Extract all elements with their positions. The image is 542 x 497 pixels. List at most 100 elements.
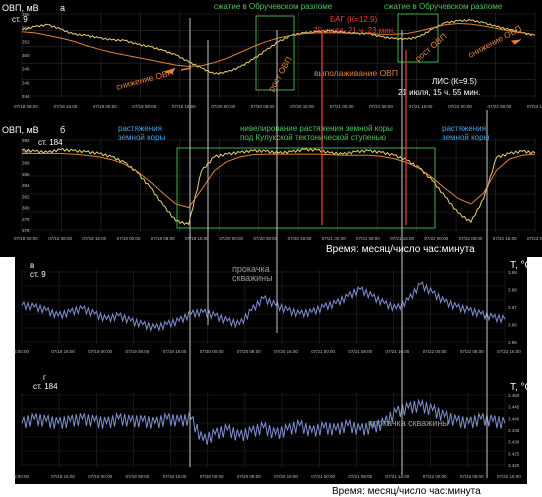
x-tick-label: 8:00:00	[14, 349, 30, 354]
x-tick-label: 07/21 16:00	[386, 474, 410, 479]
x-tick-label: 07/21 16:00	[386, 349, 410, 354]
x-tick-label: 07/19 16:00	[163, 349, 187, 354]
x-tick-label: 07/21 08:00	[369, 104, 393, 109]
x-tick-label: 07/20 16:00	[274, 474, 298, 479]
panel-d-station: ст. 184	[33, 382, 58, 391]
x-tick-label: 07/21 16:00	[409, 104, 433, 109]
x-tick-label: 07/18 16:00	[82, 236, 106, 241]
panel-a-lis-time-label: 21 июля, 15 ч. 55 мин.	[398, 88, 480, 97]
y-tick-label: 384	[22, 183, 30, 188]
y-tick-label: 392	[22, 138, 30, 143]
x-tick-label: 07/19 00:00	[117, 236, 141, 241]
x-tick-label: 07/19 08:00	[151, 236, 175, 241]
x-tick-label: 07/22 08:00	[460, 474, 484, 479]
x-tick-label: 07/22 00:00	[423, 474, 447, 479]
y-tick-label: 376	[22, 228, 30, 233]
x-tick-label: 07/20 08:00	[251, 104, 275, 109]
x-tick-label: 07/20 00:00	[200, 349, 224, 354]
panel-a-compression-label-2: сжатие в Обручевском разломе	[384, 2, 503, 11]
x-tick-label: 07/19 00:00	[93, 104, 117, 109]
y-tick-label: 3.425	[508, 451, 520, 456]
x-tick-label: 07/19 16:00	[172, 104, 196, 109]
panel-b-xticks: 07/18 00:00 07/18 08:00 07/18 16:00 07/19 0…	[14, 236, 542, 241]
y-tick-label: 388	[22, 161, 30, 166]
y-tick-label: 346	[22, 80, 30, 85]
panel-b-letter: б	[60, 125, 65, 135]
y-tick-label: 3.450	[508, 393, 520, 398]
panel-c-yticks: 3.99 3.98 3.97 3.96 3.95	[508, 270, 517, 345]
y-tick-label: 352	[22, 39, 30, 44]
series-2-line	[21, 22, 536, 67]
x-tick-label: 07/19 00:00	[88, 474, 112, 479]
panel-d-pumping-label: прокачка скважины	[368, 418, 449, 428]
panel-a-xticks: 07/18 08:00 07/18 16:00 07/19 00:00 07/19 0…	[14, 104, 542, 109]
panel-a-ylabel: ОВП, мВ	[2, 3, 39, 13]
y-tick-label: 378	[22, 217, 30, 222]
x-tick-label: 07/22 08:00	[460, 349, 484, 354]
x-tick-label: 07/18 00:00	[14, 236, 38, 241]
x-tick-label: 07/19 08:00	[132, 104, 156, 109]
x-tick-label: 07/20 00:00	[200, 474, 224, 479]
panel-b-series	[21, 147, 536, 226]
x-tick-label: 07/22 16:00	[527, 104, 542, 109]
x-tick-label: 07/21 08:00	[356, 236, 380, 241]
x-tick-label: 07/22 16:00	[493, 236, 517, 241]
panel-d-series	[21, 398, 506, 445]
event-markers	[189, 18, 488, 478]
panel-c-series	[21, 281, 506, 333]
panel-b-leveling-label: нивелирование растяжения земной коры под …	[240, 124, 393, 142]
panel-a-bag-time-label: 20 июля, 21 ч. 23 мин.	[313, 26, 395, 35]
panel-b-time-label: Время: месяц/число час:минута	[326, 244, 475, 255]
panel-c-ylabel: T, °C	[510, 260, 532, 271]
panel-c-station: ст. 9	[30, 270, 46, 279]
panel-a-compression-box-1	[255, 15, 295, 91]
x-tick-label: 07/21 08:00	[348, 349, 372, 354]
x-tick-label: 07/18 16:00	[51, 474, 75, 479]
panel-b-leveling-box	[176, 147, 436, 229]
series-2-line	[22, 153, 536, 209]
panel-c-pumping-label: прокачка скважины	[232, 264, 273, 283]
y-tick-label: 3.96	[508, 323, 517, 328]
panel-c-xticks: 8:00:00 07/18 16:00 07/19 00:00 07/19 08:00…	[14, 349, 521, 354]
y-tick-label: 356	[22, 12, 30, 17]
y-tick-label: 3.435	[508, 428, 520, 433]
panel-d-background	[15, 369, 527, 484]
x-tick-label: 07/22 00:00	[448, 104, 472, 109]
x-tick-label: 07/22 00:00	[424, 236, 448, 241]
x-tick-label: 07/19 16:00	[185, 236, 209, 241]
x-tick-label: 07/22 00:00	[423, 349, 447, 354]
y-tick-label: 386	[22, 172, 30, 177]
y-tick-label: 3.430	[508, 440, 520, 445]
series-1-line	[21, 281, 506, 333]
x-tick-label: 07/22 08:00	[488, 104, 512, 109]
series-1-line	[21, 398, 506, 445]
x-tick-label: 8:00:00	[14, 474, 30, 479]
panel-a-yticks: 356 354 352 350 348 346 244	[22, 12, 30, 99]
x-tick-label: 07/22 16:00	[497, 474, 521, 479]
y-tick-label: 3.420	[508, 463, 520, 468]
panel-a-arrow-1	[164, 67, 192, 74]
x-tick-label: 07/18 16:00	[53, 104, 77, 109]
y-tick-label: 244	[22, 94, 30, 99]
x-tick-label: 07/20 16:00	[274, 349, 298, 354]
panel-b-stretch-label-left: растяжения земной коры	[118, 124, 166, 142]
panel-a-arrow-2	[510, 39, 522, 45]
x-tick-label: 07/19 08:00	[125, 349, 149, 354]
x-tick-label: 07/20 08:00	[253, 236, 277, 241]
x-tick-label: 07/20 08:00	[237, 349, 261, 354]
panel-a-compression-label-1: сжатие в Обручевском разломе	[214, 2, 333, 11]
x-tick-label: 07/20 00:00	[219, 236, 243, 241]
panel-a-series	[21, 19, 536, 75]
x-tick-label: 07/21 08:00	[348, 474, 372, 479]
x-tick-label: 07/22 16:00	[497, 349, 521, 354]
x-tick-label: 07/20 08:00	[237, 474, 261, 479]
panel-d-letter: г	[43, 373, 46, 382]
y-tick-label: 380	[22, 206, 30, 211]
panel-a-compression-box-2	[397, 13, 439, 63]
x-tick-label: 07/20 00:00	[211, 104, 235, 109]
y-tick-label: 382	[22, 194, 30, 199]
panel-b-stretch-label-right: растяжения земной коры	[442, 124, 490, 142]
panel-d-xticks: 8:00:00 07/18 16:00 07/19 00:00 07/19 08:00…	[14, 474, 521, 479]
x-tick-label: 07/19 16:00	[163, 474, 187, 479]
